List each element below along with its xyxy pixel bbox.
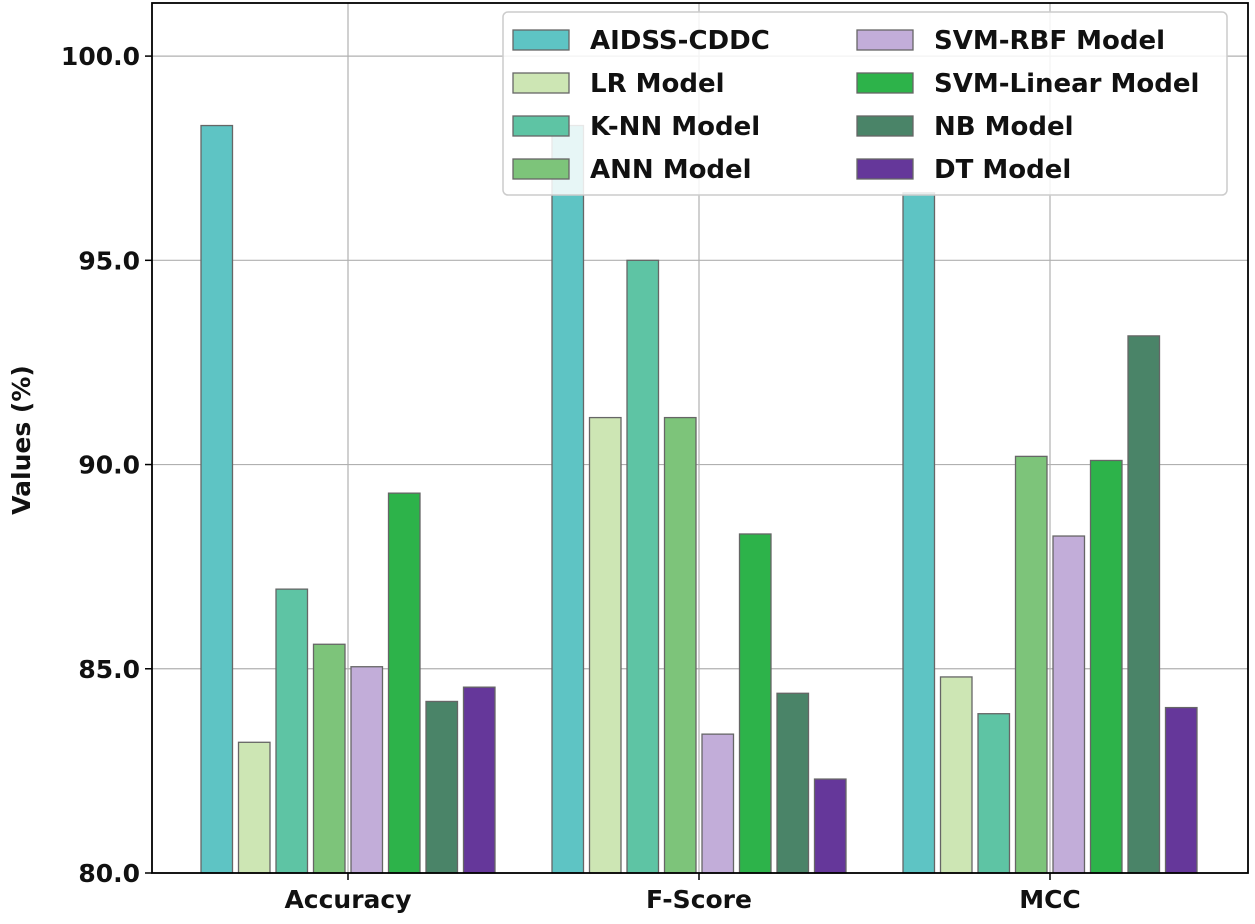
bar-svm-linear-model-accuracy xyxy=(387,492,421,874)
bar-k-nn-model-mcc xyxy=(977,713,1011,874)
legend-swatch xyxy=(856,72,914,94)
legend-label: AIDSS-CDDC xyxy=(590,26,770,56)
bar-lr-model-mcc xyxy=(939,676,973,874)
bar-ann-model-accuracy xyxy=(312,643,346,874)
bar-svm-linear-model-f-score xyxy=(738,533,772,874)
bar-lr-model-f-score xyxy=(588,416,622,874)
legend-label: SVM-RBF Model xyxy=(934,26,1165,56)
bar-aidss-cddc-mcc xyxy=(902,192,936,874)
axes: 80.0 85.0 90.0 95.0 100.0 Accuracy F-Score MCC xyxy=(61,2,1249,914)
y-tick-label: 95.0 xyxy=(78,246,140,275)
legend-label: K-NN Model xyxy=(590,112,760,142)
bar-lr-model-accuracy xyxy=(237,741,271,874)
y-tick-label: 100.0 xyxy=(61,42,140,71)
legend-box xyxy=(502,11,1228,196)
y-tick-label: 90.0 xyxy=(78,451,140,480)
y-tick-label: 80.0 xyxy=(78,859,140,888)
bar-dt-model-accuracy xyxy=(462,686,496,874)
legend-swatch xyxy=(512,158,570,180)
bar-aidss-cddc-f-score xyxy=(551,124,585,874)
x-tick-label: MCC xyxy=(1019,885,1081,914)
bar-k-nn-model-accuracy xyxy=(275,588,309,874)
bar-series xyxy=(200,124,1198,874)
bar-svm-linear-model-mcc xyxy=(1089,459,1123,874)
bar-k-nn-model-f-score xyxy=(626,259,660,874)
legend-swatch xyxy=(856,158,914,180)
bar-nb-model-f-score xyxy=(776,692,810,874)
x-tick-label: F-Score xyxy=(646,885,752,914)
bar-svm-rbf-model-accuracy xyxy=(350,666,384,874)
bar-dt-model-mcc xyxy=(1164,706,1198,874)
bar-ann-model-f-score xyxy=(663,416,697,874)
y-tick-label: 85.0 xyxy=(78,655,140,684)
legend-swatch xyxy=(856,115,914,137)
legend-swatch xyxy=(856,29,914,51)
bar-aidss-cddc-accuracy xyxy=(200,124,234,874)
legend-label: ANN Model xyxy=(590,155,752,185)
legend: AIDSS-CDDC LR Model K-NN Model ANN Model SVM… xyxy=(502,11,1228,196)
bar-svm-rbf-model-f-score xyxy=(701,733,735,874)
bar-dt-model-f-score xyxy=(813,778,847,874)
legend-label: LR Model xyxy=(590,69,725,99)
legend-swatch xyxy=(512,29,570,51)
x-tick-label: Accuracy xyxy=(284,885,411,914)
legend-label: SVM-Linear Model xyxy=(934,69,1199,99)
bar-nb-model-mcc xyxy=(1127,335,1161,874)
bar-nb-model-accuracy xyxy=(425,700,459,874)
legend-label: NB Model xyxy=(934,112,1074,142)
legend-swatch xyxy=(512,115,570,137)
legend-label: DT Model xyxy=(934,155,1071,185)
plot-frame xyxy=(151,2,1249,874)
y-axis-label: Values (%) xyxy=(7,365,36,515)
bar-svm-rbf-model-mcc xyxy=(1052,535,1086,874)
legend-swatch xyxy=(512,72,570,94)
bar-ann-model-mcc xyxy=(1014,455,1048,874)
